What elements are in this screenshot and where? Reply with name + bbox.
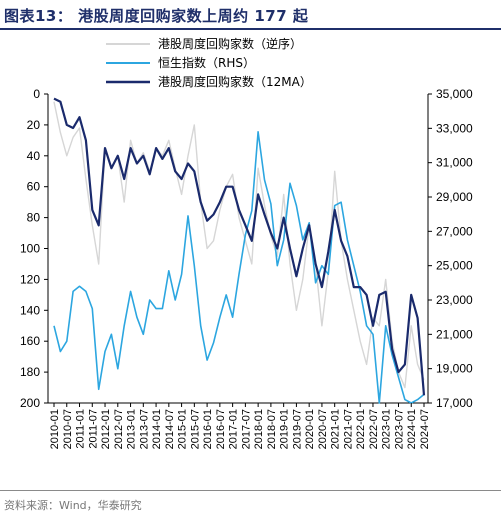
title-rule bbox=[0, 28, 501, 30]
figure-title: 图表13： 港股周度回购家数上周约 177 起 bbox=[4, 7, 309, 25]
series-hsi-line bbox=[53, 131, 425, 404]
x-tick-label: 2024-07 bbox=[419, 409, 431, 449]
right-axis-ticks: 35,000 33,000 31,000 29,000 27,000 25,000 23,0… bbox=[428, 87, 473, 410]
x-tick-label: 2018-07 bbox=[266, 409, 278, 449]
legend: 港股周度回购家数（逆序） 恒生指数（RHS） 港股周度回购家数（12MA） bbox=[106, 36, 312, 89]
x-tick-label: 2014-01 bbox=[151, 409, 163, 449]
x-tick-label: 2010-07 bbox=[62, 409, 74, 449]
legend-label: 恒生指数（RHS） bbox=[158, 55, 255, 70]
x-tick-label: 2019-07 bbox=[291, 409, 303, 449]
x-tick-label: 2017-07 bbox=[240, 409, 252, 449]
left-tick-label: 180 bbox=[20, 365, 40, 379]
left-tick-label: 80 bbox=[27, 211, 41, 225]
left-tick-label: 100 bbox=[20, 242, 40, 256]
left-axis-ticks: 0 20 40 60 80 100 120 140 160 180 200 bbox=[20, 87, 48, 410]
x-tick-label: 2011-07 bbox=[87, 409, 99, 449]
left-tick-label: 120 bbox=[20, 272, 40, 286]
left-tick-label: 0 bbox=[33, 87, 40, 101]
x-tick-label: 2013-07 bbox=[138, 409, 150, 449]
right-tick-label: 35,000 bbox=[436, 87, 473, 101]
legend-label: 港股周度回购家数（逆序） bbox=[158, 36, 302, 51]
x-tick-label: 2012-01 bbox=[100, 409, 112, 449]
x-tick-label: 2023-01 bbox=[381, 409, 393, 449]
right-tick-label: 31,000 bbox=[436, 156, 473, 170]
x-axis-ticks: 2010-01 2010-07 2011-01 2011-07 2012-01 2012-… bbox=[49, 403, 431, 449]
right-tick-label: 27,000 bbox=[436, 224, 473, 238]
x-tick-label: 2019-01 bbox=[279, 409, 291, 449]
x-tick-label: 2021-01 bbox=[330, 409, 342, 449]
right-tick-label: 23,000 bbox=[436, 293, 473, 307]
x-tick-label: 2022-07 bbox=[368, 409, 380, 449]
x-tick-label: 2014-07 bbox=[164, 409, 176, 449]
right-tick-label: 21,000 bbox=[436, 327, 473, 341]
x-tick-label: 2015-01 bbox=[177, 409, 189, 449]
x-tick-label: 2010-01 bbox=[49, 409, 61, 449]
left-tick-label: 160 bbox=[20, 334, 40, 348]
plot-frame bbox=[47, 94, 429, 404]
series-layer bbox=[53, 97, 426, 404]
x-tick-label: 2023-07 bbox=[393, 409, 405, 449]
left-tick-label: 200 bbox=[20, 396, 40, 410]
right-tick-label: 25,000 bbox=[436, 259, 473, 273]
x-tick-label: 2016-01 bbox=[202, 409, 214, 449]
x-tick-label: 2020-01 bbox=[304, 409, 316, 449]
x-tick-label: 2017-01 bbox=[228, 409, 240, 449]
left-tick-label: 20 bbox=[27, 118, 41, 132]
x-tick-label: 2022-01 bbox=[355, 409, 367, 449]
x-tick-label: 2018-01 bbox=[253, 409, 265, 449]
right-tick-label: 19,000 bbox=[436, 362, 473, 376]
series-12ma-line bbox=[53, 97, 426, 396]
x-tick-label: 2011-01 bbox=[75, 409, 87, 449]
x-tick-label: 2024-01 bbox=[406, 409, 418, 449]
x-tick-label: 2012-07 bbox=[113, 409, 125, 449]
x-tick-label: 2021-07 bbox=[342, 409, 354, 449]
left-tick-label: 40 bbox=[27, 149, 41, 163]
x-tick-label: 2016-07 bbox=[215, 409, 227, 449]
footer-rule bbox=[0, 490, 501, 491]
left-tick-label: 60 bbox=[27, 180, 41, 194]
right-tick-label: 33,000 bbox=[436, 121, 473, 135]
x-tick-label: 2020-07 bbox=[317, 409, 329, 449]
legend-label: 港股周度回购家数（12MA） bbox=[158, 74, 312, 89]
series-weekly-buybacks-line bbox=[53, 101, 425, 389]
source-note: 资料来源：Wind，华泰研究 bbox=[4, 499, 142, 512]
left-tick-label: 140 bbox=[20, 303, 40, 317]
right-tick-label: 17,000 bbox=[436, 396, 473, 410]
x-tick-label: 2013-01 bbox=[126, 409, 138, 449]
x-tick-label: 2015-07 bbox=[189, 409, 201, 449]
right-tick-label: 29,000 bbox=[436, 190, 473, 204]
